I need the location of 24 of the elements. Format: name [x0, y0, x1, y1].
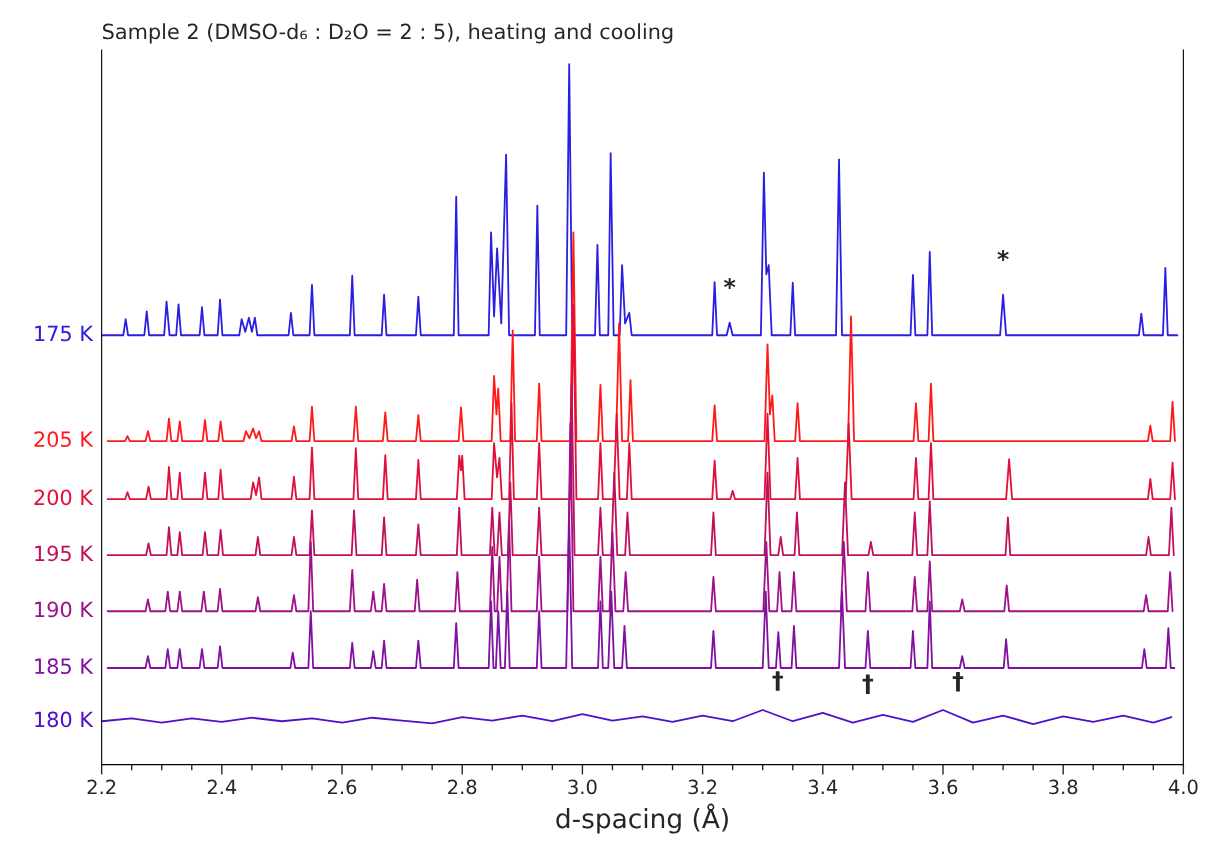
series-label: 190 K: [35, 601, 94, 618]
x-tick-label: 3.0: [568, 779, 597, 795]
series-label: 175 K: [35, 325, 94, 342]
annotation: *: [997, 249, 1009, 261]
x-tick-label: 4.0: [1168, 779, 1198, 795]
x-tick-label: 2.8: [448, 779, 477, 795]
x-tick-label: 3.2: [688, 779, 717, 795]
annotation: †: [952, 671, 964, 692]
x-tick-label: 3.6: [929, 779, 958, 795]
series-label: 195 K: [35, 545, 94, 562]
series-label: 185 K: [35, 658, 94, 675]
annotation: *: [723, 278, 736, 289]
series-label: 205 K: [34, 431, 94, 448]
x-tick-label: 2.2: [87, 779, 116, 795]
x-axis-title: d-spacing (Å): [556, 803, 728, 834]
annotation: †: [772, 671, 783, 691]
series-label: 180 K: [35, 711, 94, 728]
x-tick-label: 3.4: [808, 779, 838, 795]
chart-title: Sample 2 (DMSO-d₆ : D₂O = 2 : 5), heating and cooling: [103, 23, 673, 44]
series-label: 200 K: [34, 489, 94, 506]
x-tick-label: 2.6: [327, 779, 357, 795]
x-tick-label: 3.8: [1049, 779, 1078, 795]
x-tick-label: 2.4: [207, 779, 237, 795]
annotation: †: [862, 674, 874, 694]
